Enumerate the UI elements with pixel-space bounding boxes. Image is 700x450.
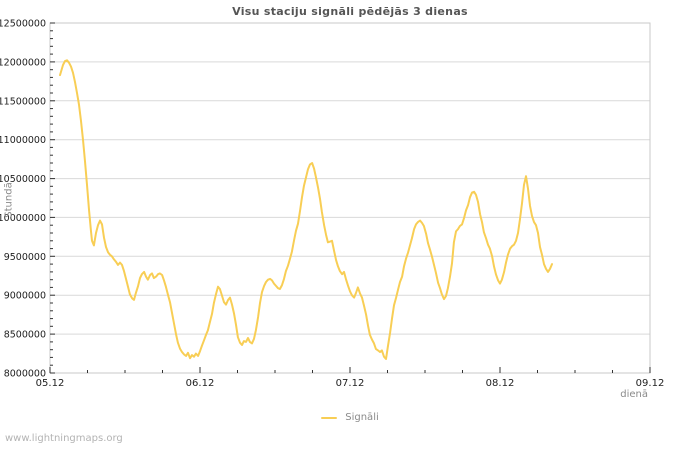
svg-text:8500000: 8500000 (4, 330, 46, 341)
x-axis-title: dienā (620, 389, 648, 400)
svg-text:12000000: 12000000 (0, 57, 46, 68)
svg-text:10500000: 10500000 (0, 174, 46, 185)
svg-text:07.12: 07.12 (336, 378, 365, 389)
svg-text:11000000: 11000000 (0, 135, 46, 146)
svg-text:08.12: 08.12 (486, 378, 515, 389)
chart-title: Visu staciju signāli pēdējās 3 dienas (232, 5, 468, 18)
svg-text:9000000: 9000000 (4, 291, 46, 302)
legend: Signāli (0, 412, 700, 423)
svg-text:09.12: 09.12 (636, 378, 665, 389)
legend-label: Signāli (345, 412, 379, 423)
svg-text:06.12: 06.12 (186, 378, 215, 389)
svg-text:11500000: 11500000 (0, 96, 46, 107)
svg-text:12500000: 12500000 (0, 19, 46, 30)
y-axis-title: Stundā (3, 182, 15, 218)
svg-text:05.12: 05.12 (36, 378, 65, 389)
svg-text:8000000: 8000000 (4, 369, 46, 380)
svg-text:9500000: 9500000 (4, 252, 46, 263)
watermark: www.lightningmaps.org (5, 433, 123, 444)
svg-text:10000000: 10000000 (0, 213, 46, 224)
legend-line-icon (321, 416, 338, 419)
